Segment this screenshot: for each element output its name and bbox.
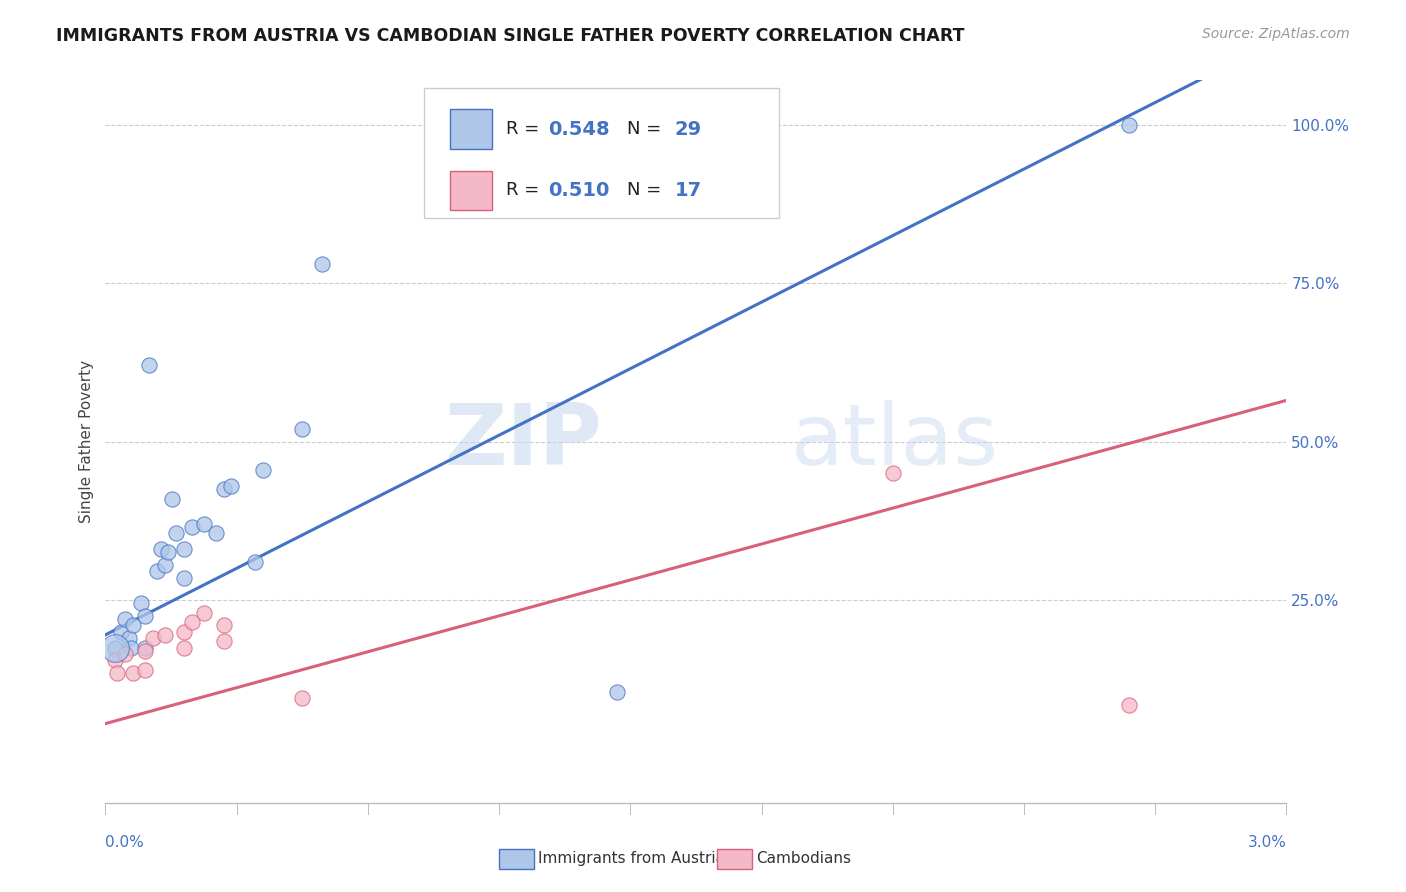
Point [104, 640, 127, 655]
Point [122, 618, 145, 632]
Point [153, 628, 176, 642]
Text: 29: 29 [675, 120, 702, 138]
Point [134, 608, 156, 623]
FancyBboxPatch shape [450, 109, 492, 149]
Text: N =: N = [627, 181, 668, 200]
Point [173, 542, 195, 557]
Text: ZIP: ZIP [444, 400, 602, 483]
Point [129, 596, 152, 610]
Text: 0.548: 0.548 [548, 120, 610, 138]
Text: Source: ZipAtlas.com: Source: ZipAtlas.com [1202, 27, 1350, 41]
Text: 0.0%: 0.0% [105, 836, 145, 850]
Point [134, 640, 156, 655]
Point [212, 618, 235, 632]
Text: N =: N = [627, 120, 668, 138]
Point [243, 555, 266, 569]
Point [212, 482, 235, 496]
Point [173, 624, 195, 639]
Text: IMMIGRANTS FROM AUSTRIA VS CAMBODIAN SINGLE FATHER POVERTY CORRELATION CHART: IMMIGRANTS FROM AUSTRIA VS CAMBODIAN SIN… [56, 27, 965, 45]
Text: atlas: atlas [790, 400, 998, 483]
Point [105, 665, 128, 680]
Point [162, 491, 184, 506]
Point [173, 640, 195, 655]
Point [138, 359, 160, 373]
Point [104, 653, 127, 667]
Text: R =: R = [506, 120, 544, 138]
Point [193, 606, 215, 620]
Point [882, 467, 904, 481]
Point [120, 640, 142, 655]
Point [181, 520, 204, 534]
Text: Immigrants from Austria: Immigrants from Austria [538, 851, 725, 865]
Point [252, 463, 274, 477]
Point [311, 257, 333, 271]
Point [291, 422, 314, 436]
Point [181, 615, 204, 630]
Text: R =: R = [506, 181, 544, 200]
Point [110, 624, 132, 639]
Text: Cambodians: Cambodians [756, 851, 852, 865]
Point [122, 665, 145, 680]
Point [153, 558, 176, 573]
Text: 0.510: 0.510 [548, 181, 610, 200]
Point [221, 479, 243, 493]
FancyBboxPatch shape [425, 87, 779, 218]
Text: 17: 17 [675, 181, 702, 200]
Point [1118, 698, 1140, 712]
Point [134, 663, 156, 677]
Point [142, 631, 165, 645]
Point [291, 691, 314, 706]
Point [165, 526, 187, 541]
Point [104, 640, 127, 655]
Point [114, 647, 136, 661]
Point [193, 516, 215, 531]
Point [114, 612, 136, 626]
Point [145, 565, 167, 579]
Y-axis label: Single Father Poverty: Single Father Poverty [79, 360, 94, 523]
FancyBboxPatch shape [450, 170, 492, 211]
Point [173, 571, 195, 585]
Point [204, 526, 226, 541]
Point [149, 542, 172, 557]
Point [606, 685, 628, 699]
Point [212, 634, 235, 648]
Point [157, 545, 180, 559]
Text: 3.0%: 3.0% [1247, 836, 1286, 850]
Point [1118, 118, 1140, 132]
Point [118, 631, 141, 645]
Point [134, 643, 156, 657]
